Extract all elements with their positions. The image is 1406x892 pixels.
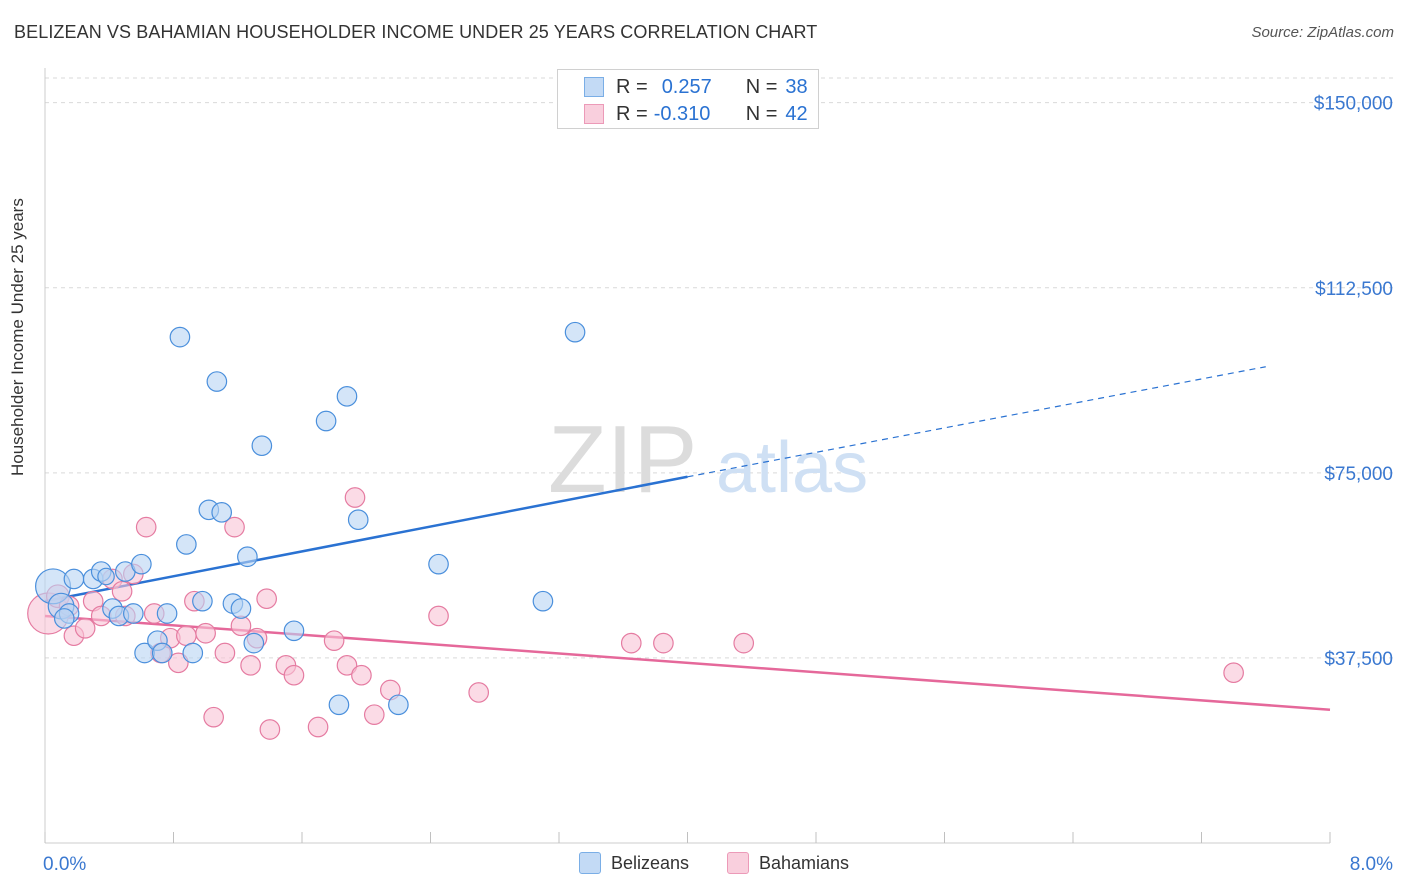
watermark-atlas: atlas [716, 428, 868, 508]
legend-item-belizeans: Belizeans [579, 852, 689, 874]
point-belizeans [206, 371, 228, 392]
point-bahamians [336, 654, 358, 676]
trend-line-belizeans [44, 475, 688, 603]
point-belizeans [182, 642, 204, 664]
point-belizeans [564, 321, 586, 343]
point-belizeans [192, 590, 213, 612]
point-belizeans [336, 386, 358, 407]
point-bahamians [344, 487, 366, 508]
y-tick-label: $150,000 [1314, 94, 1393, 115]
point-bahamians [733, 632, 755, 654]
y-tick-label: $37,500 [1324, 649, 1393, 670]
point-belizeans [176, 534, 197, 555]
source-label: Source: ZipAtlas.com [1251, 24, 1394, 41]
legend-r-value: -0.310 [653, 102, 711, 125]
point-bahamians [167, 652, 189, 674]
point-bahamians [468, 682, 490, 703]
point-belizeans [428, 553, 449, 575]
point-belizeans [131, 553, 152, 575]
point-belizeans [532, 590, 554, 612]
watermark: ZIP atlas [548, 406, 868, 513]
point-belizeans [156, 603, 178, 624]
point-bahamians [74, 617, 96, 639]
point-bahamians [240, 654, 261, 676]
point-bahamians [230, 615, 252, 637]
point-bahamians [428, 605, 449, 627]
legend-n-label: N = [745, 102, 778, 125]
legend-label-belizeans: Belizeans [611, 852, 690, 873]
point-bahamians [111, 580, 133, 602]
axes [44, 68, 1331, 844]
trend-line-belizeans-projection [687, 366, 1266, 478]
legend-swatch-pink [584, 104, 604, 124]
legend-label-bahamians: Bahamians [759, 852, 850, 873]
point-belizeans [230, 598, 252, 619]
point-bahamians [620, 632, 642, 654]
point-bahamians [176, 625, 197, 647]
point-belizeans [63, 568, 85, 590]
legend-swatch-blue [584, 77, 604, 97]
y-tick-label: $112,500 [1315, 279, 1393, 300]
point-bahamians [1223, 662, 1244, 684]
legend-item-bahamians: Bahamians [727, 852, 849, 874]
y-tick-label: $75,000 [1324, 464, 1393, 485]
point-bahamians [259, 719, 281, 740]
legend-swatch-belizeans [579, 852, 601, 874]
point-bahamians [256, 588, 277, 610]
point-bahamians [195, 622, 216, 644]
point-bahamians [351, 664, 372, 686]
point-bahamians [135, 516, 157, 538]
point-belizeans [151, 642, 173, 664]
point-belizeans [251, 435, 273, 457]
point-belizeans [123, 603, 144, 624]
tick-labels: $37,500 $75,000 $112,500 $150,000 0.0% 8.0% [43, 94, 1393, 875]
point-belizeans [211, 501, 233, 523]
point-bahamians [214, 642, 236, 664]
legend-n-value: 38 [785, 75, 808, 98]
point-bahamians [283, 664, 305, 686]
grid-lines [45, 77, 1395, 659]
legend-r-label: R = [616, 102, 648, 125]
legend-top: R = 0.257 N = 38 R = -0.310 N = 42 [557, 69, 819, 129]
data-points [27, 321, 1244, 740]
chart-title: BELIZEAN VS BAHAMIAN HOUSEHOLDER INCOME … [14, 22, 818, 42]
point-belizeans [243, 632, 265, 654]
y-axis-label: Householder Income Under 25 years [8, 198, 27, 476]
legend-row-belizeans: R = 0.257 N = 38 [584, 76, 808, 98]
legend-n-value: 42 [785, 102, 808, 125]
point-belizeans [315, 410, 337, 432]
legend-n-label: N = [745, 75, 778, 98]
legend-swatch-bahamians [727, 852, 749, 874]
legend-r-value: 0.257 [661, 75, 712, 98]
x-tick-label: 8.0% [1350, 854, 1393, 875]
point-belizeans [97, 567, 115, 586]
point-bahamians [363, 704, 385, 726]
point-belizeans [388, 694, 409, 716]
point-bahamians [224, 516, 245, 538]
point-bahamians [323, 630, 345, 651]
point-bahamians [203, 706, 224, 728]
point-belizeans [328, 694, 350, 716]
point-belizeans [237, 546, 258, 568]
point-bahamians [653, 632, 674, 654]
point-belizeans [169, 326, 191, 348]
legend-bottom: Belizeans Bahamians [0, 852, 1406, 876]
point-belizeans [283, 620, 305, 642]
watermark-zip: ZIP [548, 406, 697, 513]
point-bahamians [307, 716, 329, 738]
point-belizeans [347, 509, 369, 531]
point-belizeans [53, 608, 75, 629]
x-tick-label: 0.0% [43, 854, 86, 875]
legend-r-label: R = [616, 75, 648, 98]
legend-row-bahamians: R = -0.310 N = 42 [584, 103, 808, 125]
